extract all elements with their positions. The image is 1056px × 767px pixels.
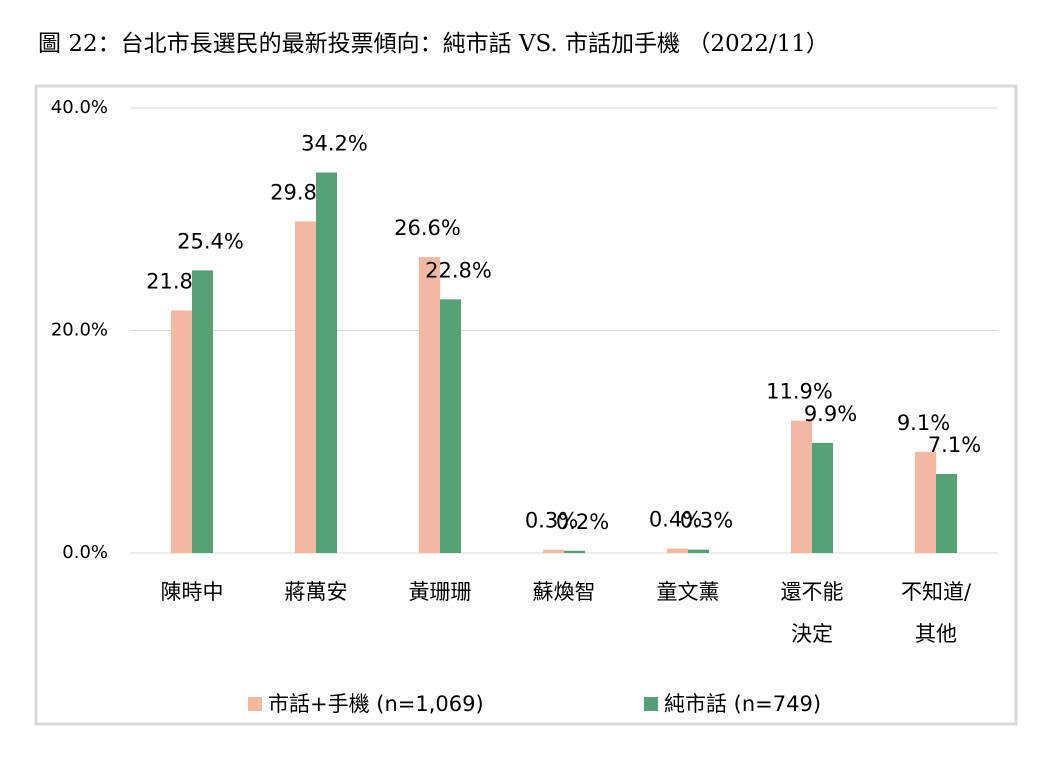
bar <box>564 550 585 553</box>
value-label: 22.8% <box>425 258 492 282</box>
legend-swatch <box>644 697 658 711</box>
x-tick-label: 不知道/ 其他 <box>900 580 972 646</box>
value-label: 0.4% <box>649 508 702 532</box>
x-tick-label: 黃珊珊 <box>408 580 472 604</box>
bar <box>543 549 564 553</box>
y-tick-label: 0.0% <box>62 542 108 563</box>
bar <box>440 299 461 553</box>
legend-label: 純市話 (n=749) <box>664 692 821 716</box>
bar <box>936 474 957 553</box>
value-label: 9.9% <box>804 402 857 426</box>
x-tick-label: 還不能 決定 <box>780 580 844 646</box>
bar <box>915 451 936 553</box>
bar <box>667 548 688 553</box>
chart-title: 圖 22：台北市長選民的最新投票傾向：純市話 VS. 市話加手機 （2022/1… <box>38 31 829 57</box>
bar <box>316 172 337 553</box>
value-label: 26.6% <box>394 216 461 240</box>
x-tick-label: 童文薰 <box>656 580 720 604</box>
x-tick-label: 蘇煥智 <box>532 580 596 604</box>
y-tick-label: 40.0% <box>51 97 108 118</box>
value-label: 0.2% <box>556 510 609 534</box>
bar <box>295 221 316 553</box>
bar <box>791 420 812 553</box>
bar <box>419 257 440 553</box>
value-label: 25.4% <box>177 229 244 253</box>
legend-swatch <box>248 697 262 711</box>
value-label: 9.1% <box>897 411 950 435</box>
bar <box>688 549 709 553</box>
value-label: 0.3% <box>525 509 578 533</box>
y-tick-label: 20.0% <box>51 320 108 341</box>
x-tick-label: 蔣萬安 <box>284 580 348 604</box>
legend-label: 市話+手機 (n=1,069) <box>268 692 484 716</box>
value-label: 11.9% <box>766 380 833 404</box>
value-label: 7.1% <box>928 433 981 457</box>
x-tick-label: 陳時中 <box>160 580 224 604</box>
value-label: 34.2% <box>301 132 368 156</box>
bar <box>171 310 192 553</box>
chart-frame <box>34 84 1018 726</box>
bar <box>812 442 833 553</box>
bar <box>192 270 213 553</box>
value-label: 0.3% <box>680 509 733 533</box>
